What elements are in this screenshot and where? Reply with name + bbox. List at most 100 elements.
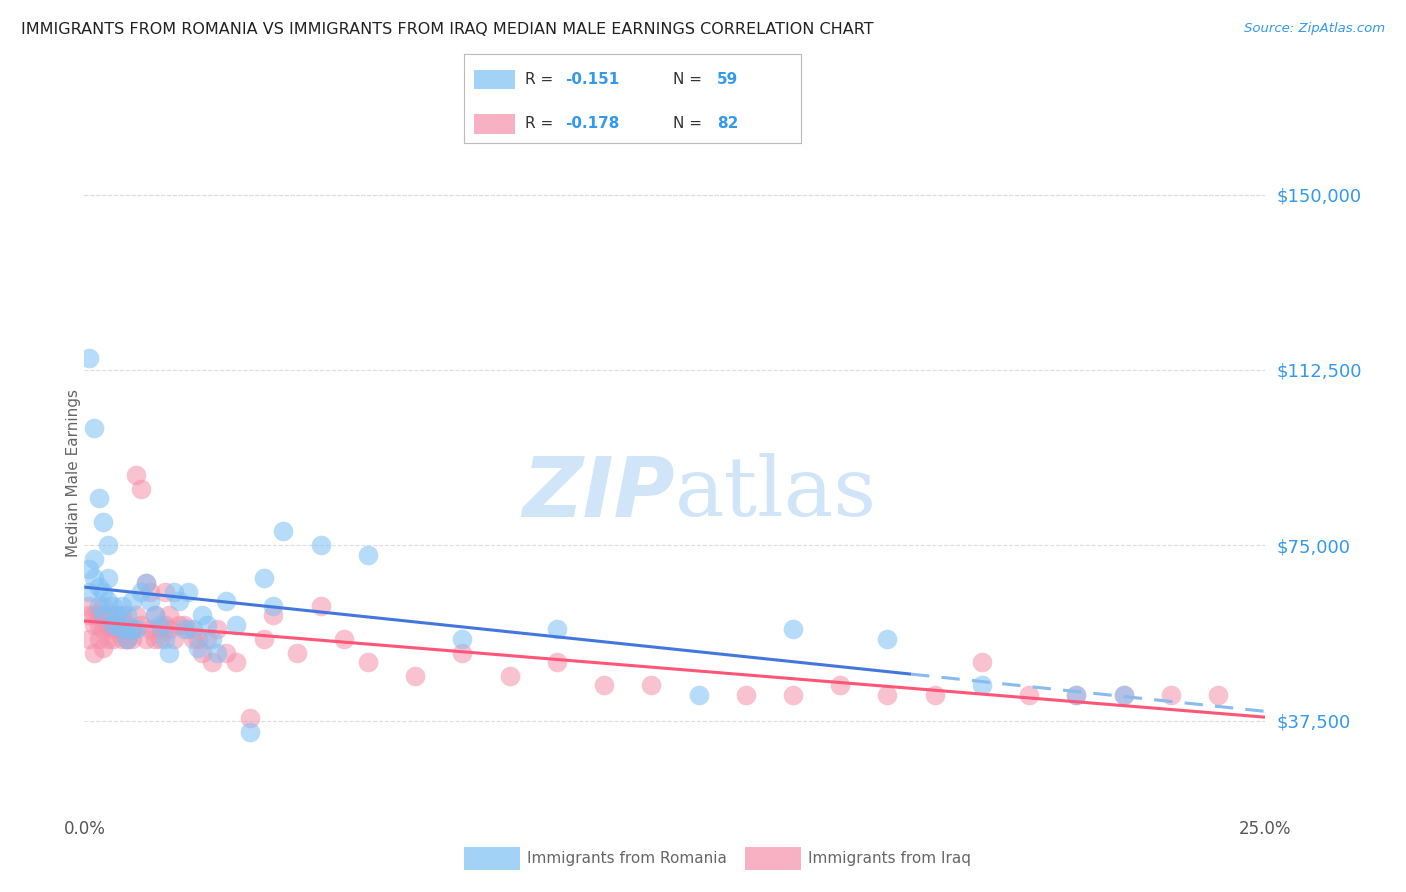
Point [143,608,166,623]
Point [225,617,247,632]
Text: IMMIGRANTS FROM ROMANIA VS IMMIGRANTS FROM IRAQ MEDIAN MALE EARNINGS CORRELATION: IMMIGRANTS FROM ROMANIA VS IMMIGRANTS FR… [21,22,873,37]
Point [830,678,852,692]
Point [107,617,129,632]
Point [97,608,120,623]
Point [121,623,143,637]
Point [101,632,124,646]
Point [107,623,129,637]
Point [181,632,204,646]
Point [97,617,120,632]
Point [187,641,209,656]
Point [333,632,356,646]
Point [129,617,152,632]
Point [87,580,110,594]
Point [107,608,129,623]
Text: 59: 59 [717,72,738,87]
Point [111,623,134,637]
Point [91,599,114,613]
Point [205,646,228,660]
Point [135,632,157,646]
Point [163,585,186,599]
Point [115,632,138,646]
Point [177,585,200,599]
Point [135,575,157,590]
Point [215,594,238,608]
Point [111,623,134,637]
Point [83,617,105,632]
Point [546,655,568,669]
Point [157,646,180,660]
Point [125,468,148,483]
Point [1112,688,1135,702]
Point [83,608,105,623]
Text: atlas: atlas [675,453,877,533]
Point [201,632,224,646]
Point [253,632,276,646]
Point [357,655,380,669]
Point [225,655,247,669]
Point [139,594,162,608]
Point [404,669,426,683]
Point [91,515,114,529]
Point [262,608,284,623]
Point [77,351,100,366]
Point [876,632,898,646]
Point [143,608,166,623]
Point [782,623,804,637]
Point [285,646,308,660]
Point [139,623,162,637]
Point [1160,688,1182,702]
Point [83,421,105,435]
Point [271,524,294,539]
Point [135,575,157,590]
Point [181,623,204,637]
Point [111,599,134,613]
Point [191,646,214,660]
Text: -0.178: -0.178 [565,117,620,131]
Text: 82: 82 [717,117,738,131]
Point [239,725,262,739]
Point [688,688,710,702]
Point [121,623,143,637]
Point [153,585,176,599]
Point [546,623,568,637]
Point [83,552,105,566]
Point [1066,688,1088,702]
Point [115,608,138,623]
Point [173,623,195,637]
Point [115,617,138,632]
Bar [474,114,515,134]
Point [107,617,129,632]
Text: ZIP: ZIP [522,452,675,533]
Point [77,585,100,599]
Point [121,623,143,637]
Point [87,632,110,646]
Point [1066,688,1088,702]
Point [153,632,176,646]
Point [115,632,138,646]
Point [87,491,110,506]
Point [187,632,209,646]
Point [91,641,114,656]
Point [734,688,756,702]
Text: Immigrants from Iraq: Immigrants from Iraq [808,851,972,866]
Text: Source: ZipAtlas.com: Source: ZipAtlas.com [1244,22,1385,36]
Point [201,655,224,669]
Point [640,678,662,692]
Point [191,608,214,623]
Point [451,632,474,646]
Point [101,623,124,637]
Point [129,585,152,599]
Point [91,623,114,637]
Point [125,608,148,623]
Point [143,632,166,646]
Point [177,623,200,637]
Point [1206,688,1229,702]
Point [87,617,110,632]
Point [173,617,195,632]
Point [91,585,114,599]
Point [139,585,162,599]
Point [121,632,143,646]
Point [111,632,134,646]
Point [195,632,218,646]
